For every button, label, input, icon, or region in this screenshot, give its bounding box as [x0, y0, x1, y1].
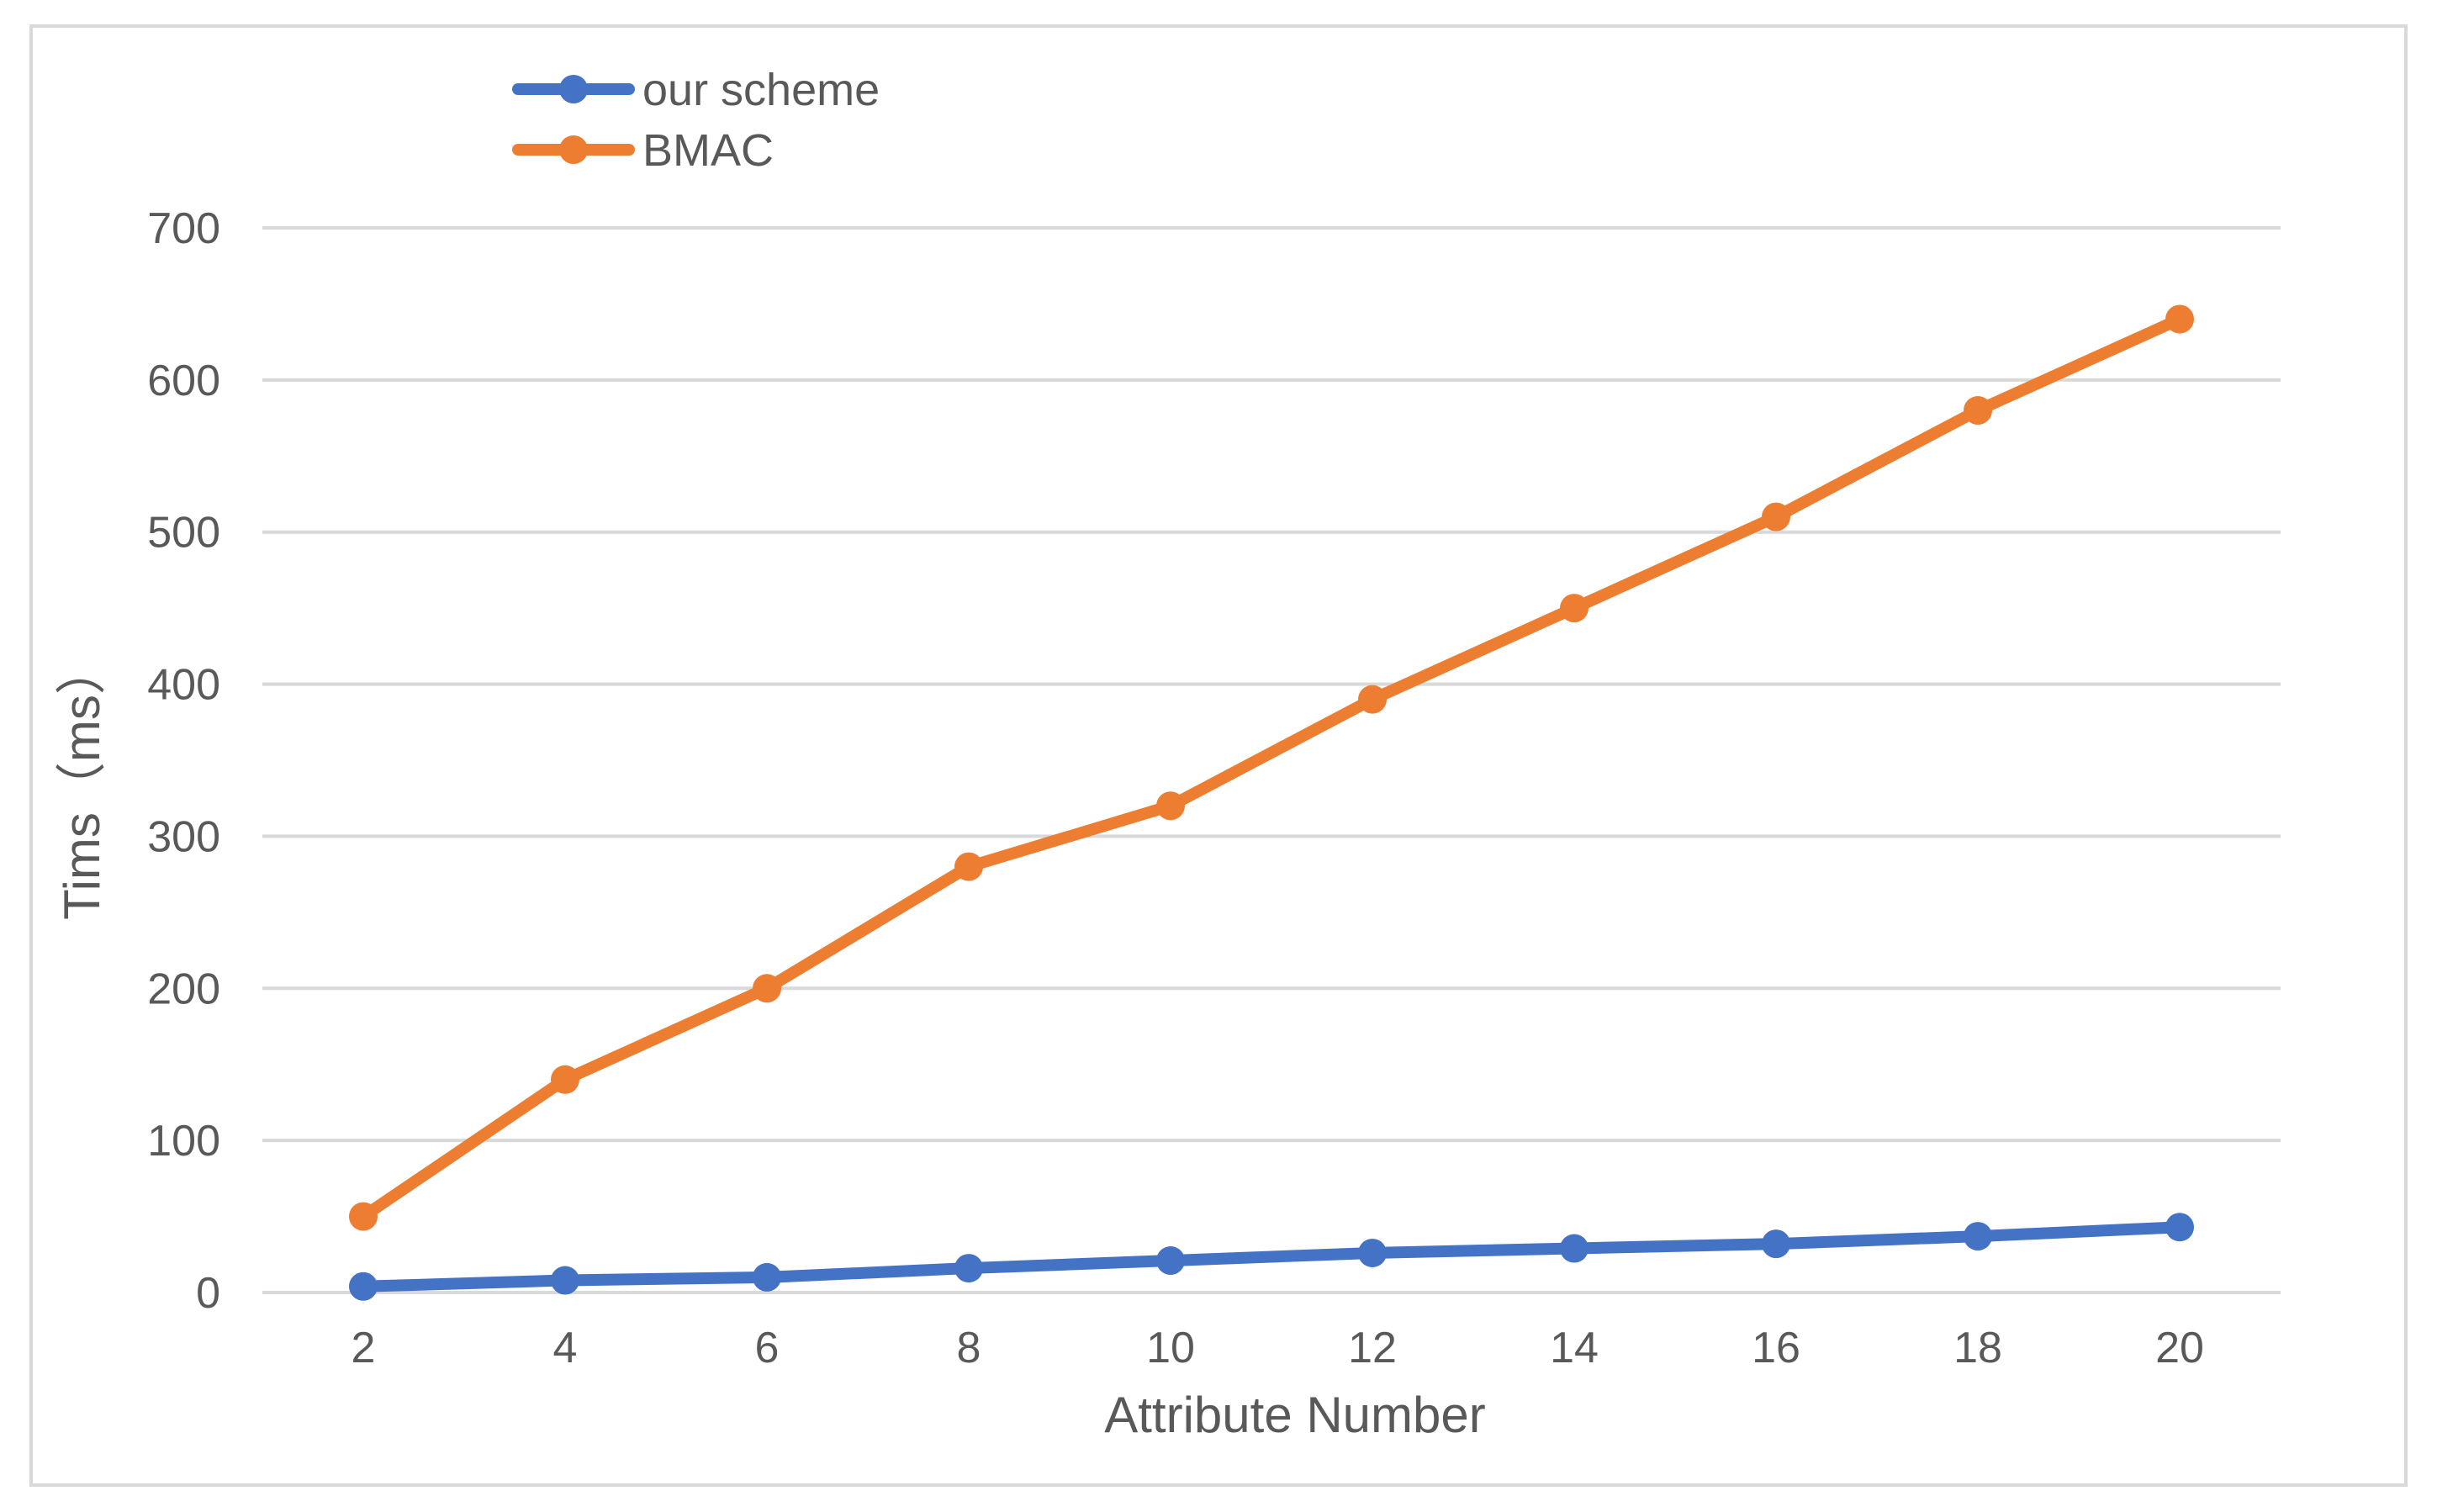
- data-point: [1358, 685, 1387, 714]
- legend-label: our scheme: [642, 65, 880, 115]
- y-tick-label: 600: [147, 357, 220, 405]
- data-point: [551, 1266, 579, 1295]
- legend-item: BMAC: [512, 125, 774, 176]
- x-tick-label: 8: [957, 1324, 981, 1372]
- x-tick-label: 10: [1146, 1324, 1195, 1372]
- data-point: [1156, 1246, 1185, 1276]
- data-point: [753, 974, 781, 1003]
- data-point: [1156, 791, 1185, 821]
- series-bmac: [349, 304, 2194, 1231]
- data-point: [2165, 1213, 2194, 1242]
- legend-marker: [559, 135, 588, 164]
- x-tick-label: 16: [1752, 1324, 1800, 1372]
- data-point: [551, 1065, 579, 1094]
- x-tick-label: 6: [755, 1324, 780, 1372]
- y-tick-label: 400: [147, 661, 220, 710]
- x-tick-label: 14: [1550, 1324, 1599, 1372]
- y-tick-label: 500: [147, 509, 220, 558]
- x-tick-label: 20: [2155, 1324, 2204, 1372]
- series-line: [357, 313, 2186, 1223]
- data-point: [349, 1202, 378, 1231]
- data-point: [1964, 396, 1992, 426]
- legend-item: our scheme: [512, 65, 880, 115]
- y-tick-label: 100: [147, 1117, 220, 1166]
- data-point: [954, 852, 983, 881]
- y-tick-label: 0: [196, 1269, 220, 1318]
- series-our-scheme: [349, 1213, 2194, 1301]
- x-tick-label: 12: [1348, 1324, 1397, 1372]
- legend: our scheme BMAC: [512, 65, 880, 176]
- data-point: [349, 1271, 378, 1301]
- x-axis-ticks: 2 4 6 8 10 12 14 16 18 20: [352, 1324, 2204, 1372]
- series-layer: [349, 304, 2194, 1301]
- data-point: [1762, 502, 1790, 531]
- legend-marker: [559, 75, 588, 103]
- data-point: [1358, 1238, 1387, 1267]
- x-tick-label: 18: [1953, 1324, 2002, 1372]
- x-tick-label: 4: [553, 1324, 578, 1372]
- data-point: [954, 1254, 983, 1283]
- series-line: [357, 1221, 2186, 1293]
- data-point: [1762, 1229, 1790, 1259]
- data-point: [1964, 1222, 1992, 1251]
- y-tick-label: 200: [147, 965, 220, 1013]
- y-tick-label: 300: [147, 812, 220, 861]
- x-axis-title: Attribute Number: [1104, 1387, 1486, 1443]
- data-point: [1560, 594, 1589, 623]
- legend-label: BMAC: [642, 125, 774, 176]
- data-point: [1560, 1234, 1589, 1263]
- data-point: [2165, 304, 2194, 334]
- y-tick-label: 700: [147, 204, 220, 253]
- gridlines: [262, 226, 2281, 1294]
- data-point: [753, 1262, 781, 1292]
- y-axis-title: Tims（ms）: [54, 644, 110, 920]
- y-axis-ticks: 0 100 200 300 400 500 600 700: [147, 204, 220, 1318]
- chart-border: [29, 24, 2408, 1487]
- x-tick-label: 2: [352, 1324, 376, 1372]
